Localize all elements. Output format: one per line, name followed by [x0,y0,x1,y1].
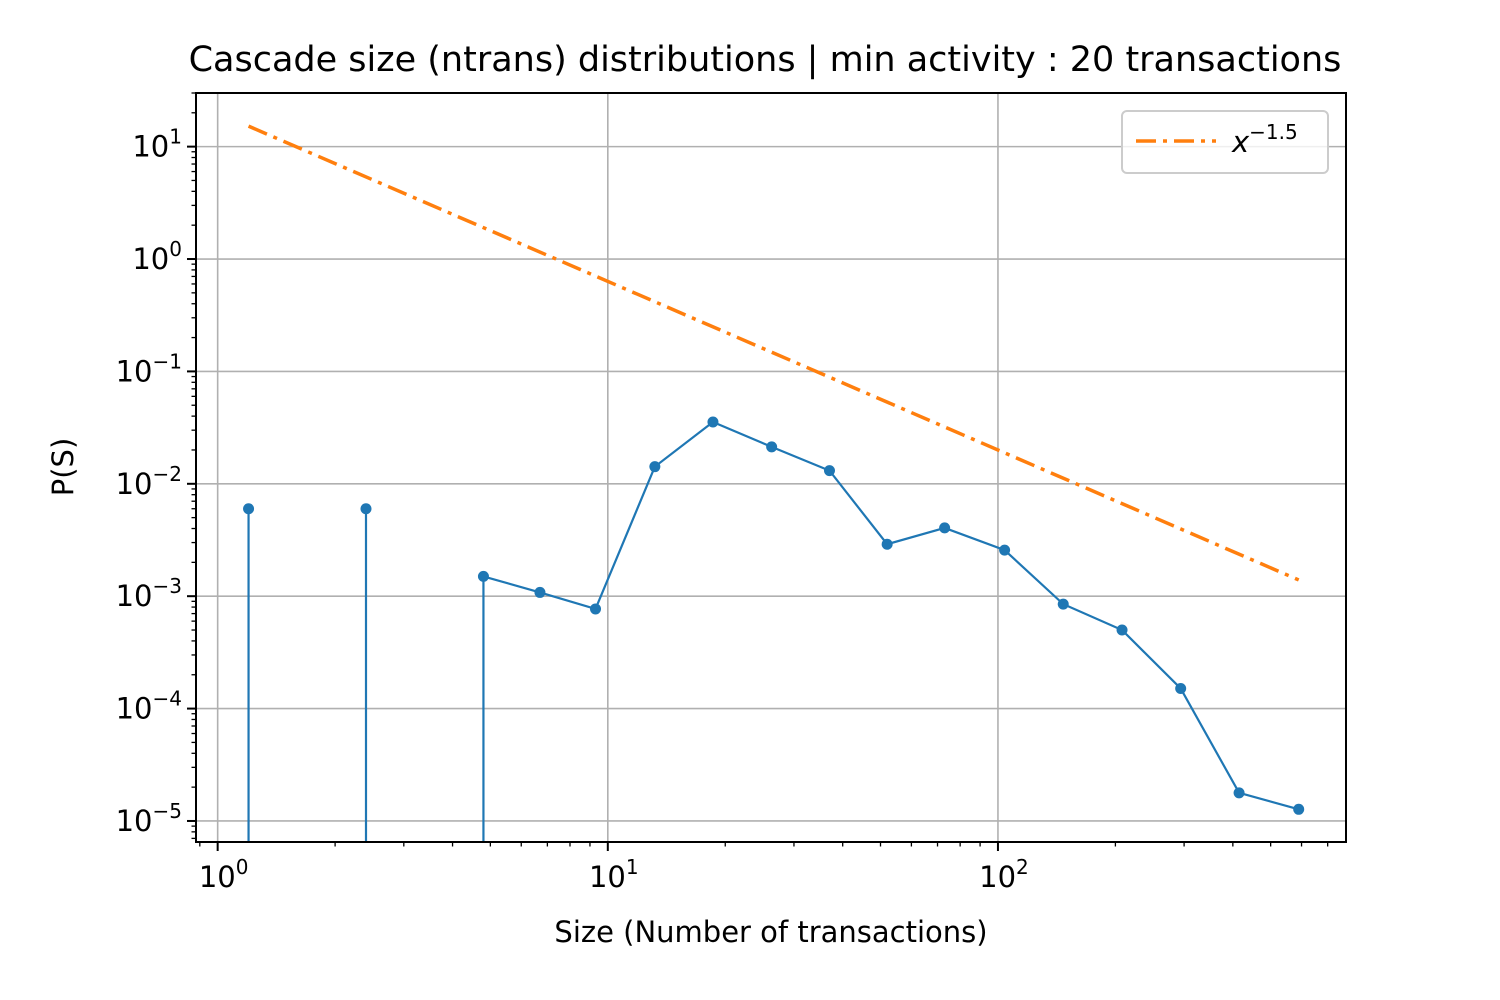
data-point [1233,787,1245,799]
data-point [939,522,951,534]
y-tick-label: 101 [132,125,182,164]
legend-entry: x−1.5 [1231,120,1298,159]
reference-line [247,124,1300,582]
data-point [1116,624,1128,636]
x-tick-label: 101 [589,855,639,894]
y-tick-label: 10−5 [116,799,182,838]
legend-frame [1121,110,1329,174]
y-tick-label: 100 [132,237,182,276]
x-tick-label: 100 [199,855,249,894]
y-tick-label: 10−3 [116,574,182,613]
legend-entry-base: x [1231,125,1250,159]
chart-title: Cascade size (ntrans) distributions | mi… [189,40,1342,80]
data-point [360,503,372,515]
x-tick-label: 102 [979,855,1029,894]
axes-frame [195,92,1347,843]
legend: x−1.5 [1121,110,1329,174]
y-axis-label: P(S) [46,438,80,497]
axis-ticks: 100 101 102 101 100 10−1 10−2 10−3 10−4 10−5 [116,92,1329,894]
series-line [483,420,1299,811]
data-point [243,503,255,515]
data-point [1057,598,1069,610]
data-point [534,586,546,598]
data-point [823,465,835,477]
grid [196,93,1346,842]
series-0 [243,416,1305,842]
series-1 [247,124,1300,582]
data-point [881,538,893,550]
data-point [1175,682,1187,694]
data-point [477,570,489,582]
data-point [649,461,661,473]
data-point [766,441,778,453]
y-tick-label: 10−2 [116,462,182,501]
data-point [590,603,602,615]
y-tick-label: 10−1 [116,349,182,388]
legend-entry-exponent: −1.5 [1249,120,1298,144]
y-tick-label: 10−4 [116,687,182,726]
x-axis-label: Size (Number of transactions) [554,915,987,949]
data-point [999,544,1011,556]
plot-area [243,124,1305,842]
data-point [707,416,719,428]
data-point [1293,803,1305,815]
